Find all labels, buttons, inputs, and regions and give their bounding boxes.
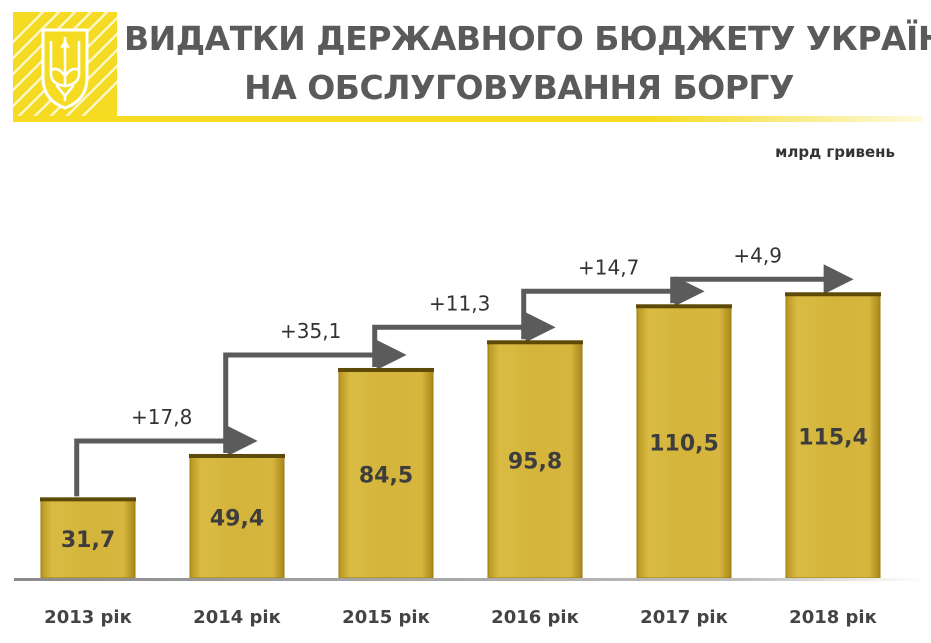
category-label: 2018 рік	[789, 607, 877, 628]
bar-value-label: 49,4	[210, 506, 264, 531]
bar-value-label: 31,7	[61, 528, 115, 553]
bar-top-edge	[636, 304, 732, 309]
category-labels: 2013 рік 2014 рік 2015 рік 2016 рік 2017 рік…	[44, 607, 877, 628]
bars: 31,7 49,4 84,5 95,8 110,5 115,4	[40, 292, 881, 579]
category-label: 2016 рік	[491, 607, 579, 628]
increment-arrow	[74, 425, 258, 497]
increment-arrow	[372, 312, 556, 367]
bar-value-label: 84,5	[359, 463, 413, 488]
bar	[189, 456, 285, 579]
category-label: 2013 рік	[44, 607, 132, 628]
title-line-1: ВИДАТКИ ДЕРЖАВНОГО БЮДЖЕТУ УКРАЇНИ	[124, 19, 931, 58]
trident-coat-of-arms-icon	[13, 12, 117, 116]
page-title: ВИДАТКИ ДЕРЖАВНОГО БЮДЖЕТУ УКРАЇНИ НА ОБ…	[124, 14, 931, 112]
bar	[487, 342, 583, 579]
bar-value-label: 95,8	[508, 450, 562, 475]
header-underline	[13, 116, 923, 122]
category-label: 2017 рік	[640, 607, 728, 628]
increment-arrows: +17,8 +35,1 +11,3 +14,7 +4,9	[74, 243, 854, 497]
bar-top-edge	[487, 340, 583, 345]
category-label: 2015 рік	[342, 607, 430, 628]
logo-badge	[13, 12, 117, 116]
bar-value-label: 110,5	[649, 432, 719, 457]
increment-arrow	[521, 276, 705, 340]
increment-arrow	[670, 264, 854, 304]
increment-label: +35,1	[280, 319, 341, 343]
unit-label: млрд гривень	[775, 143, 895, 161]
baseline	[14, 578, 924, 581]
increment-label: +4,9	[733, 243, 782, 267]
bar	[338, 370, 434, 579]
bar-top-edge	[785, 292, 881, 297]
bar-value-label: 115,4	[798, 426, 868, 451]
bar	[40, 499, 136, 579]
bar-top-edge	[189, 453, 285, 458]
category-label: 2014 рік	[193, 607, 281, 628]
increment-label: +14,7	[578, 255, 639, 279]
increment-arrow	[223, 339, 407, 453]
increment-label: +11,3	[429, 291, 490, 315]
increment-label: +17,8	[131, 405, 192, 429]
title-line-2: НА ОБСЛУГОВУВАННЯ БОРГУ	[244, 68, 794, 107]
bar-top-edge	[40, 497, 136, 502]
bar-top-edge	[338, 367, 434, 372]
